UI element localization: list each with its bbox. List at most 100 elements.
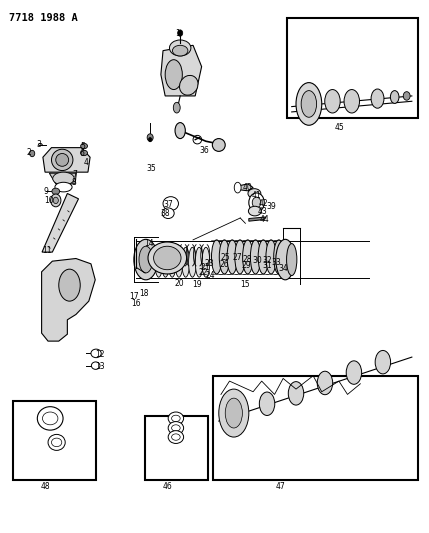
Text: 6: 6 bbox=[80, 149, 85, 158]
Ellipse shape bbox=[227, 240, 237, 274]
Ellipse shape bbox=[134, 239, 158, 280]
Ellipse shape bbox=[266, 240, 276, 274]
Text: 35: 35 bbox=[147, 164, 156, 173]
Ellipse shape bbox=[168, 431, 184, 443]
Ellipse shape bbox=[53, 172, 74, 185]
Ellipse shape bbox=[154, 246, 181, 270]
Ellipse shape bbox=[219, 240, 230, 274]
Ellipse shape bbox=[163, 197, 178, 211]
Text: 39: 39 bbox=[266, 203, 276, 211]
Ellipse shape bbox=[139, 246, 153, 273]
Text: 41: 41 bbox=[251, 191, 261, 199]
Ellipse shape bbox=[390, 91, 399, 103]
Polygon shape bbox=[161, 45, 202, 96]
Text: 34: 34 bbox=[278, 264, 288, 272]
Ellipse shape bbox=[274, 240, 284, 274]
Ellipse shape bbox=[37, 407, 63, 430]
Ellipse shape bbox=[172, 415, 180, 422]
Ellipse shape bbox=[219, 389, 249, 437]
Ellipse shape bbox=[375, 351, 391, 374]
Text: 37: 37 bbox=[164, 200, 173, 208]
Text: 26: 26 bbox=[219, 260, 229, 269]
Text: 31: 31 bbox=[262, 261, 272, 270]
Text: 10: 10 bbox=[45, 196, 54, 205]
Text: 1: 1 bbox=[175, 29, 181, 37]
Text: 13: 13 bbox=[95, 362, 104, 370]
Ellipse shape bbox=[168, 422, 184, 434]
Ellipse shape bbox=[248, 189, 261, 198]
Bar bbox=[287, 18, 418, 118]
Text: 40: 40 bbox=[243, 183, 253, 192]
Ellipse shape bbox=[249, 193, 264, 212]
Ellipse shape bbox=[175, 247, 183, 277]
Polygon shape bbox=[42, 193, 79, 252]
Ellipse shape bbox=[296, 83, 322, 125]
Text: 21: 21 bbox=[201, 263, 210, 271]
Ellipse shape bbox=[42, 412, 58, 425]
Text: 23: 23 bbox=[204, 259, 214, 268]
Ellipse shape bbox=[172, 45, 188, 56]
Ellipse shape bbox=[91, 362, 100, 369]
Text: 3: 3 bbox=[36, 141, 41, 149]
Ellipse shape bbox=[179, 75, 198, 95]
Ellipse shape bbox=[172, 425, 180, 431]
Ellipse shape bbox=[147, 134, 153, 141]
Text: 30: 30 bbox=[253, 256, 262, 265]
Text: 24: 24 bbox=[205, 271, 215, 280]
Text: 15: 15 bbox=[240, 280, 250, 289]
Text: 32: 32 bbox=[262, 256, 272, 264]
Text: 48: 48 bbox=[41, 482, 51, 490]
Ellipse shape bbox=[252, 197, 261, 208]
Ellipse shape bbox=[317, 372, 333, 394]
Text: 29: 29 bbox=[242, 261, 251, 270]
Text: 17: 17 bbox=[130, 292, 139, 301]
Text: 28: 28 bbox=[242, 255, 252, 263]
Polygon shape bbox=[249, 217, 266, 221]
Bar bbox=[213, 376, 418, 480]
Ellipse shape bbox=[55, 182, 72, 192]
Ellipse shape bbox=[59, 269, 80, 301]
Ellipse shape bbox=[168, 247, 176, 277]
Ellipse shape bbox=[172, 434, 180, 440]
Text: 38: 38 bbox=[160, 209, 170, 217]
Text: 11: 11 bbox=[42, 246, 52, 255]
Ellipse shape bbox=[234, 182, 241, 193]
Text: 16: 16 bbox=[132, 300, 141, 308]
Text: 20: 20 bbox=[175, 279, 184, 288]
Ellipse shape bbox=[52, 188, 60, 195]
Ellipse shape bbox=[259, 392, 275, 416]
Ellipse shape bbox=[169, 40, 191, 56]
Ellipse shape bbox=[212, 139, 225, 151]
Ellipse shape bbox=[195, 247, 203, 277]
Ellipse shape bbox=[225, 398, 242, 428]
Ellipse shape bbox=[30, 150, 35, 157]
Text: 19: 19 bbox=[193, 280, 202, 289]
Text: 25: 25 bbox=[221, 253, 230, 262]
Text: 47: 47 bbox=[275, 482, 285, 490]
Bar bbox=[13, 401, 96, 480]
Ellipse shape bbox=[182, 247, 190, 277]
Ellipse shape bbox=[53, 197, 58, 204]
Text: 22: 22 bbox=[199, 269, 208, 277]
Ellipse shape bbox=[165, 60, 182, 90]
Ellipse shape bbox=[148, 242, 187, 274]
Ellipse shape bbox=[162, 208, 174, 219]
Ellipse shape bbox=[346, 361, 362, 384]
Bar bbox=[145, 416, 208, 480]
Text: 27: 27 bbox=[233, 253, 242, 262]
Ellipse shape bbox=[148, 138, 152, 142]
Text: 4: 4 bbox=[83, 158, 88, 167]
Ellipse shape bbox=[288, 382, 304, 405]
Ellipse shape bbox=[178, 30, 183, 36]
Ellipse shape bbox=[251, 240, 261, 274]
Ellipse shape bbox=[325, 90, 340, 113]
Text: 45: 45 bbox=[335, 124, 344, 132]
Polygon shape bbox=[42, 259, 95, 341]
Ellipse shape bbox=[175, 123, 185, 139]
Ellipse shape bbox=[344, 90, 360, 113]
Ellipse shape bbox=[51, 194, 61, 207]
Ellipse shape bbox=[235, 240, 245, 274]
Ellipse shape bbox=[403, 92, 410, 100]
Ellipse shape bbox=[287, 244, 297, 276]
Ellipse shape bbox=[258, 240, 269, 274]
